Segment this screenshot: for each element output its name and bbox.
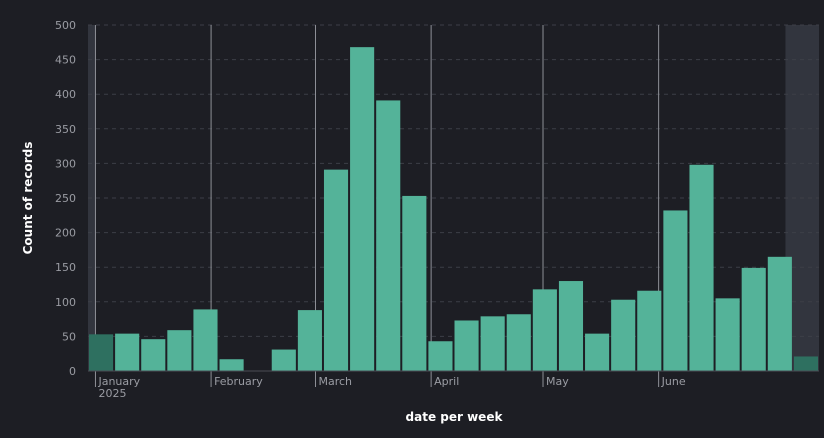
- bar: [167, 330, 192, 371]
- x-tick-label: June: [661, 375, 686, 388]
- bar: [297, 310, 322, 371]
- bar: [558, 281, 584, 371]
- bars: [88, 47, 819, 372]
- x-tick-label: April: [434, 375, 459, 388]
- y-tick-label: 400: [55, 88, 76, 101]
- bar: [611, 299, 636, 371]
- bar: [402, 195, 427, 371]
- bar: [350, 47, 375, 371]
- x-tick-label: March: [319, 375, 353, 388]
- y-tick-label: 500: [55, 19, 76, 32]
- bar: [454, 320, 479, 371]
- bar: [193, 309, 218, 371]
- y-tick-label: 0: [69, 365, 76, 378]
- y-tick-label: 150: [55, 261, 76, 274]
- bar: [115, 333, 140, 371]
- x-tick-sublabel: 2025: [98, 387, 126, 400]
- bar: [532, 289, 557, 371]
- bar: [506, 314, 531, 371]
- bar: [141, 339, 166, 371]
- y-tick-label: 450: [55, 54, 76, 67]
- y-tick-label: 50: [62, 330, 76, 343]
- bar: [715, 298, 740, 371]
- y-tick-label: 250: [55, 192, 76, 205]
- x-tick-label: January: [97, 375, 140, 388]
- y-axis-title: Count of records: [21, 142, 35, 255]
- x-tick-label: February: [214, 375, 263, 388]
- bar: [663, 210, 688, 371]
- bar: [219, 359, 244, 371]
- bar: [767, 256, 792, 371]
- bar: [271, 349, 296, 371]
- y-tick-label: 200: [55, 227, 76, 240]
- x-tick-label: May: [546, 375, 569, 388]
- bar: [428, 341, 453, 371]
- bar: [637, 290, 662, 371]
- y-tick-label: 100: [55, 296, 76, 309]
- bar: [323, 169, 349, 371]
- bar: [741, 267, 766, 371]
- bar: [376, 100, 401, 371]
- bar: [89, 334, 114, 371]
- y-axis-ticks: 0 50 100 150 200 250 300 350 400 450 500: [55, 19, 76, 378]
- y-tick-label: 350: [55, 123, 76, 136]
- bar: [793, 356, 818, 371]
- y-tick-label: 300: [55, 157, 76, 170]
- bar: [585, 333, 610, 371]
- bar: [480, 316, 505, 371]
- x-axis-title: date per week: [406, 410, 504, 424]
- bar: [689, 164, 714, 371]
